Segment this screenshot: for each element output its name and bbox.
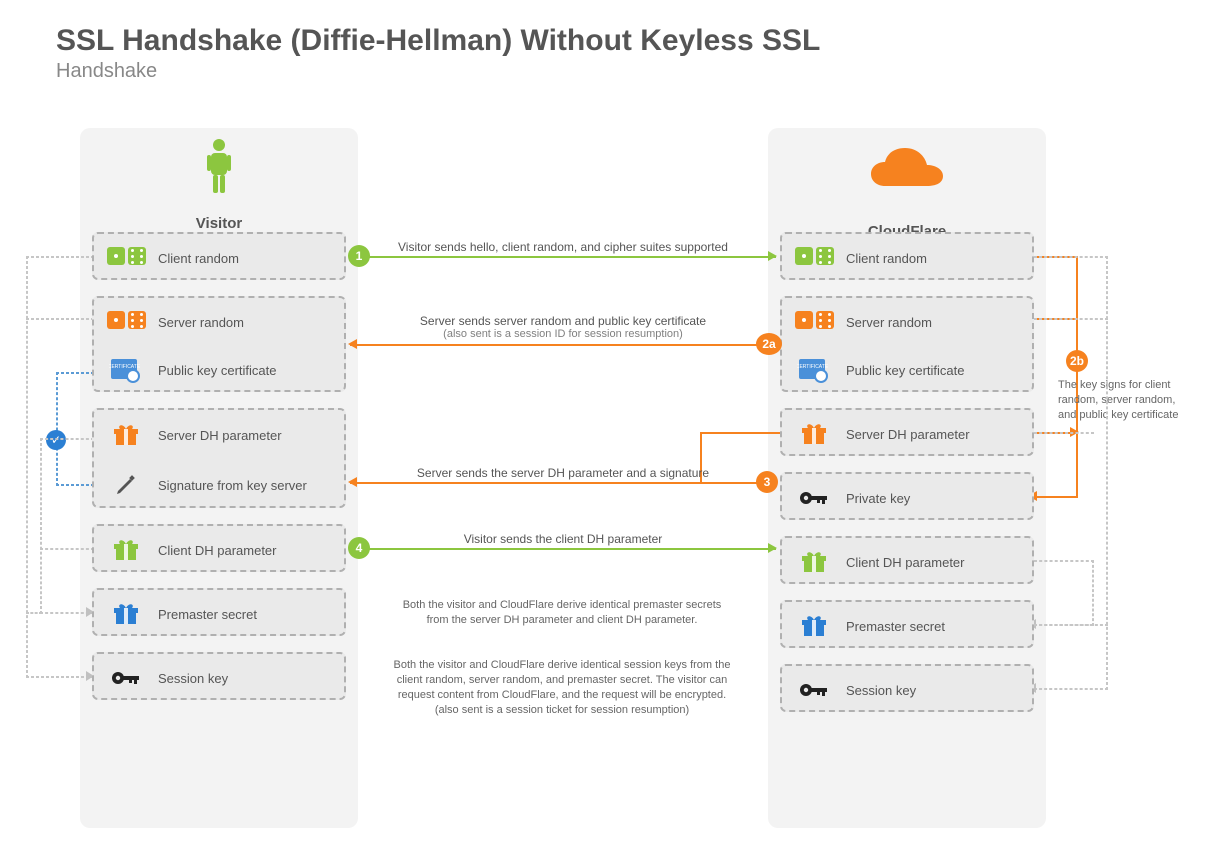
row-label: Server random [158, 315, 244, 330]
gift-orange-icon [104, 423, 148, 447]
row-label: Client random [158, 251, 239, 266]
box-c4: Private key [780, 472, 1034, 520]
desc-session: Both the visitor and CloudFlare derive i… [392, 658, 732, 717]
box-b1: Client random [92, 232, 346, 280]
note-2b: The key signs for client random, server … [1058, 378, 1188, 423]
gift-blue-icon [792, 614, 836, 638]
gift-orange-icon [792, 422, 836, 446]
row-label: Server DH parameter [846, 427, 970, 442]
dice-green-icon [792, 247, 836, 270]
svg-text:CERTIFICATE: CERTIFICATE [797, 364, 829, 370]
badge-2b: 2b [1066, 350, 1088, 372]
row: CERTIFICATE Public key certificate [94, 346, 344, 394]
box-c2: Server random CERTIFICATE Public key certi… [780, 296, 1034, 392]
row: Private key [782, 474, 1032, 522]
row-label: Server random [846, 315, 932, 330]
gift-blue-icon [104, 602, 148, 626]
row: Client DH parameter [782, 538, 1032, 586]
row-label: Signature from key server [158, 478, 307, 493]
cloud-icon [869, 146, 945, 194]
box-b6: Session key [92, 652, 346, 700]
row-label: Server DH parameter [158, 428, 282, 443]
row: Client random [94, 234, 344, 282]
person-icon [204, 138, 234, 196]
row-label: Private key [846, 491, 910, 506]
box-c3: Server DH parameter [780, 408, 1034, 456]
row: Session key [94, 654, 344, 702]
box-c6: Premaster secret [780, 600, 1034, 648]
svg-text:CERTIFICATE: CERTIFICATE [109, 364, 141, 370]
row-label: Public key certificate [846, 363, 965, 378]
box-c5: Client DH parameter [780, 536, 1034, 584]
row: Session key [782, 666, 1032, 714]
gift-green-icon [104, 538, 148, 562]
box-b5: Premaster secret [92, 588, 346, 636]
box-b2: Server random CERTIFICATE Public key certi… [92, 296, 346, 392]
box-c1: Client random [780, 232, 1034, 280]
msg-m3: Server sends the server DH parameter and… [358, 466, 768, 480]
msg-m4: Visitor sends the client DH parameter [358, 532, 768, 546]
visitor-label: Visitor [80, 215, 358, 232]
row: Premaster secret [94, 590, 344, 638]
dice-orange-icon [792, 311, 836, 334]
dice-green-icon [104, 247, 148, 270]
verify-check-icon: ✓ [46, 430, 66, 450]
row-label: Session key [158, 671, 228, 686]
dice-orange-icon [104, 311, 148, 334]
key-black-icon [792, 680, 836, 700]
row: Server random [782, 298, 1032, 346]
row: Server DH parameter [782, 410, 1032, 458]
row: Signature from key server [94, 460, 344, 510]
row-label: Public key certificate [158, 363, 277, 378]
diagram-stage: Visitor CloudFlare 2b [0, 128, 1228, 848]
msg-m2: Server sends server random and public ke… [358, 314, 768, 340]
row-label: Premaster secret [846, 619, 945, 634]
cert-icon: CERTIFICATE [792, 357, 836, 383]
box-c7: Session key [780, 664, 1034, 712]
row-label: Client DH parameter [158, 543, 277, 558]
box-b3: Server DH parameter Signature from key se… [92, 408, 346, 508]
desc-premaster: Both the visitor and CloudFlare derive i… [392, 598, 732, 628]
box-b4: Client DH parameter [92, 524, 346, 572]
row: Client DH parameter [94, 526, 344, 574]
row-label: Client random [846, 251, 927, 266]
cert-icon: CERTIFICATE [104, 357, 148, 383]
page-subtitle: Handshake [56, 60, 1172, 83]
row: Server random [94, 298, 344, 346]
pencil-icon [104, 473, 148, 497]
key-black-icon [104, 668, 148, 688]
row: Premaster secret [782, 602, 1032, 650]
row: Client random [782, 234, 1032, 282]
row: CERTIFICATE Public key certificate [782, 346, 1032, 394]
page-title: SSL Handshake (Diffie-Hellman) Without K… [56, 24, 1172, 58]
row: Server DH parameter [94, 410, 344, 460]
gift-green-icon [792, 550, 836, 574]
msg-m1: Visitor sends hello, client random, and … [358, 240, 768, 254]
key-black-icon [792, 488, 836, 508]
row-label: Session key [846, 683, 916, 698]
row-label: Premaster secret [158, 607, 257, 622]
row-label: Client DH parameter [846, 555, 965, 570]
